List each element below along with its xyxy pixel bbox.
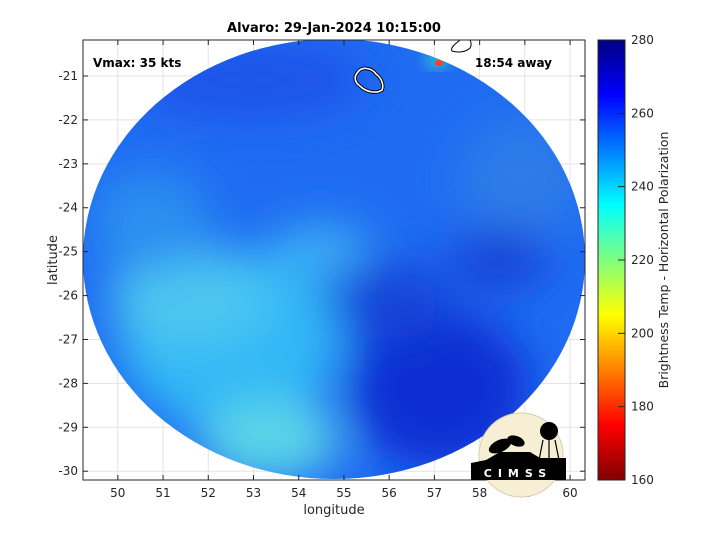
x-tick-label: 60 [562,486,577,500]
y-ticks: -21 -22 -23 -24 -25 -26 -27 -28 -29 -30 [58,69,585,478]
map-axes: 5051525354555657585960 -21-22-23-24-25-2… [58,39,586,500]
time-away-annotation: 18:54 away [475,56,552,70]
colorbar-tick-label: 200 [631,326,654,340]
colorbar-tick-label: 180 [631,400,654,414]
x-tick-label: 50 [110,486,125,500]
y-tick-label: -22 [58,113,78,127]
y-tick-label: -30 [58,464,78,478]
x-tick-label: 54 [291,486,306,500]
x-tick-label: 55 [336,486,351,500]
y-axis-label: latitude [46,235,61,285]
y-tick-label: -21 [58,69,78,83]
x-tick-label: 53 [246,486,261,500]
colorbar-ticks: 160 180 200 220 240 260 280 [618,33,654,487]
coastline-top [451,40,472,53]
y-tick-label: -26 [58,289,78,303]
cimss-logo: CIMSS [471,412,566,498]
colorbar-tick-label: 280 [631,33,654,47]
colorbar-label: Brightness Temp - Horizontal Polarizatio… [656,132,671,389]
y-tick-label: -24 [58,201,78,215]
colorbar-tick-label: 260 [631,106,654,120]
colorbar: 160 180 200 220 240 260 280 Brightness Temp - … [597,33,671,487]
plot-title: Alvaro: 29-Jan-2024 10:15:00 [227,21,441,36]
x-ticks: 5051525354555657585960 [110,40,578,500]
x-tick-label: 58 [472,486,487,500]
y-tick-label: -28 [58,376,78,390]
colorbar-tick-label: 220 [631,253,654,267]
vmax-annotation: Vmax: 35 kts [93,56,181,70]
y-tick-label: -29 [58,420,78,434]
colorbar-tick-label: 160 [631,473,654,487]
x-tick-label: 51 [155,486,170,500]
colorbar-tick-label: 240 [631,180,654,194]
x-tick-label: 52 [201,486,216,500]
logo-text: CIMSS [484,467,552,480]
y-tick-label: -23 [58,157,78,171]
x-tick-label: 56 [382,486,397,500]
y-tick-label: -27 [58,332,78,346]
x-axis-label: longitude [303,503,364,518]
x-tick-label: 57 [427,486,442,500]
y-tick-label: -25 [58,245,78,259]
